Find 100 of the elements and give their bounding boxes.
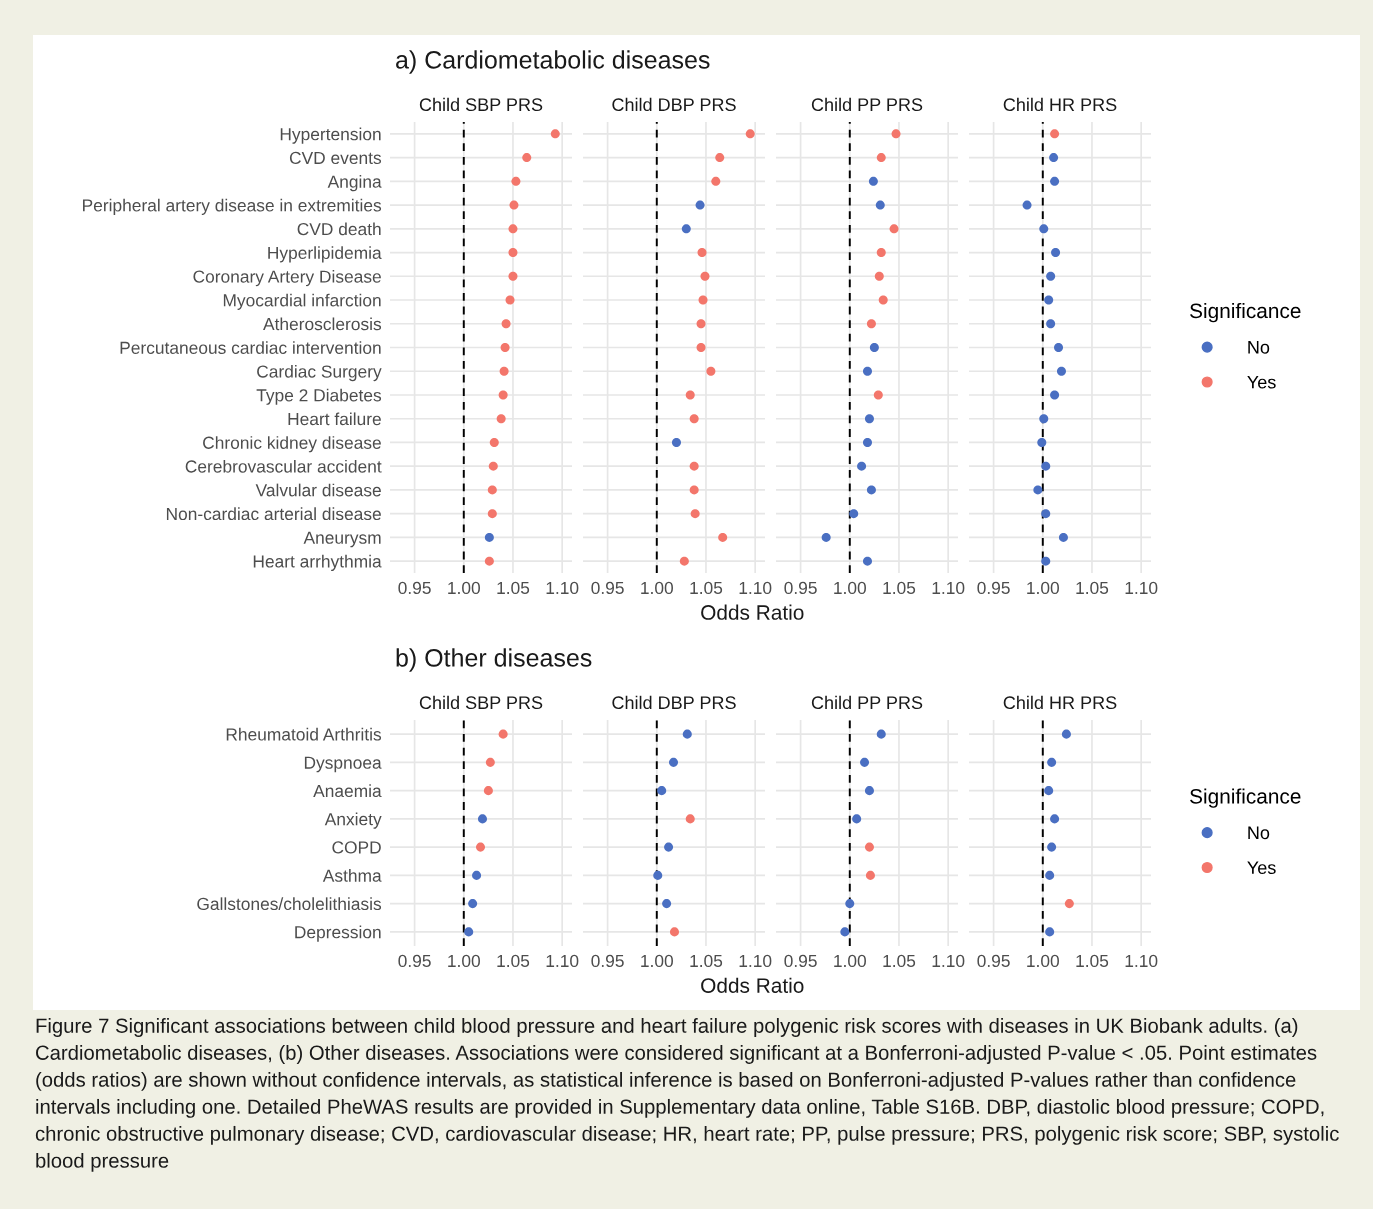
point (876, 248, 886, 258)
point (864, 786, 874, 796)
x-tick-label: 0.95 (398, 954, 431, 968)
y-tick-label: Gallstones/cholelithiasis (197, 897, 382, 911)
x-tick-label: 1.10 (932, 581, 965, 595)
y-tick-label: Depression (295, 925, 381, 942)
legend-label: No (1248, 826, 1270, 840)
y-tick-label: Hypertension (280, 127, 381, 144)
chart-title: Child HR PRS (1003, 97, 1117, 112)
x-tick-label: 0.95 (784, 954, 817, 968)
legend-title: Significance (1190, 788, 1301, 808)
point (488, 461, 498, 471)
y-tick-label: CVD events (289, 151, 382, 165)
x-tick-label: 1.10 (1125, 581, 1158, 595)
point (1050, 176, 1060, 186)
point (500, 343, 510, 352)
point (862, 556, 872, 566)
legend-title: Significance (1190, 302, 1301, 323)
point (1046, 319, 1056, 329)
point (487, 485, 497, 495)
x-tick-label: 1.05 (497, 581, 530, 595)
y-tick-label: Chronic kidney disease (203, 436, 381, 453)
point (671, 437, 681, 447)
y-tick-label: Anxiety (324, 812, 382, 829)
point (1064, 899, 1074, 909)
x-tick-label: 1.00 (1027, 581, 1059, 595)
point (865, 870, 875, 880)
point (1046, 271, 1056, 281)
point (484, 532, 494, 542)
point (873, 390, 883, 400)
point (1050, 814, 1060, 824)
point (498, 729, 508, 739)
point (508, 248, 518, 258)
x-tick-label: 1.00 (1027, 954, 1059, 968)
x-tick-label: 1.00 (834, 954, 866, 968)
y-tick-label: Heart arrhythmia (253, 554, 382, 572)
point (864, 842, 874, 852)
point (1047, 842, 1057, 852)
point (483, 786, 493, 796)
point (875, 200, 885, 210)
y-tick-label: Coronary Artery Disease (193, 270, 381, 287)
point (472, 870, 482, 880)
x-tick-label: 1.10 (739, 581, 772, 595)
point (849, 509, 859, 519)
point (669, 757, 679, 767)
point (496, 414, 506, 424)
point (550, 129, 560, 139)
point (499, 366, 509, 376)
y-tick-label: Rheumatoid Arthritis (226, 727, 382, 741)
point (689, 485, 699, 495)
point (689, 414, 699, 424)
x-tick-label: 1.05 (497, 954, 530, 968)
legend-label: No (1248, 341, 1270, 354)
y-tick-label: Valvular disease (255, 483, 381, 497)
point (878, 295, 888, 305)
point (852, 814, 862, 824)
point (698, 295, 708, 305)
point (697, 248, 707, 258)
point (509, 200, 519, 210)
x-tick-label: 0.95 (977, 954, 1010, 968)
point (1050, 390, 1060, 400)
point (662, 899, 672, 909)
x-tick-label: 1.10 (546, 954, 579, 968)
y-tick-label: Cerebrovascular accident (185, 459, 382, 473)
y-tick-label: Hyperlipidemia (268, 246, 382, 263)
chart-title: Child DBP PRS (612, 695, 736, 710)
point (489, 437, 499, 447)
point (1039, 414, 1049, 424)
point (682, 729, 692, 739)
point (1051, 248, 1061, 258)
point (1054, 343, 1064, 352)
point (706, 366, 716, 376)
y-tick-label: Heart failure (288, 412, 381, 426)
chart-title: Child PP PRS (811, 695, 923, 710)
point (745, 129, 755, 139)
point (876, 153, 886, 163)
point (718, 532, 728, 542)
point (864, 414, 874, 424)
point (889, 224, 899, 234)
y-tick-label: Non-cardiac arterial disease (166, 507, 381, 521)
point (484, 556, 494, 566)
chart-title: Child PP PRS (811, 97, 923, 112)
point (1039, 224, 1049, 234)
chart-title: Child HR PRS (1003, 695, 1117, 710)
point (862, 437, 872, 447)
point (685, 390, 695, 400)
point (664, 842, 674, 852)
chart-title: Child DBP PRS (612, 97, 736, 112)
point (685, 814, 695, 824)
point (468, 899, 478, 909)
x-tick-label: 1.00 (834, 581, 866, 595)
point (669, 927, 679, 937)
y-tick-label: Atherosclerosis (263, 317, 382, 331)
point (508, 224, 518, 234)
point (696, 343, 706, 352)
point (1041, 556, 1051, 566)
x-tick-label: 0.95 (977, 581, 1010, 595)
y-tick-label: Dyspnoea (304, 756, 382, 773)
point (845, 899, 855, 909)
x-tick-label: 1.00 (641, 954, 673, 968)
